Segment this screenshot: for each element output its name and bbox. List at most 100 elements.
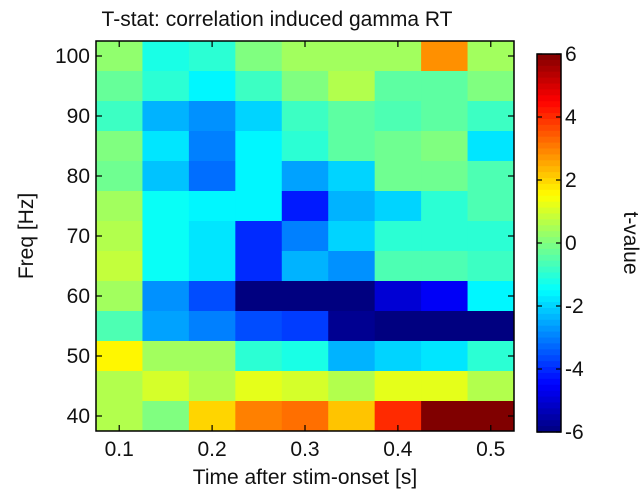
- heatmap-cell: [421, 371, 469, 402]
- y-axis-label: Freq [Hz]: [15, 193, 38, 279]
- heatmap-cell: [142, 401, 190, 432]
- heatmap-cell: [281, 101, 329, 132]
- colorbar-swatch: [537, 95, 561, 102]
- heatmap-cell: [142, 101, 190, 132]
- x-tick-label: 0.4: [383, 438, 413, 461]
- heatmap-cell: [235, 281, 283, 312]
- heatmap-cell: [142, 161, 190, 192]
- x-tick-label: 0.5: [476, 438, 505, 461]
- colorbar-swatch: [537, 378, 561, 386]
- heatmap-cell: [421, 341, 469, 372]
- heatmap-cell: [421, 311, 469, 342]
- heatmap-cell: [96, 131, 143, 162]
- heatmap-cell: [142, 221, 190, 252]
- heatmap-cell: [421, 221, 469, 252]
- colorbar-tick-label: 6: [565, 43, 577, 66]
- heatmap-cell: [142, 371, 190, 402]
- colorbar-tick-label: 0: [565, 232, 577, 255]
- heatmap-cell: [235, 101, 283, 132]
- colorbar-swatch: [537, 343, 561, 350]
- heatmap-cell: [421, 281, 469, 312]
- heatmap-cell: [188, 101, 236, 132]
- colorbar-swatch: [537, 183, 561, 191]
- heatmap-cell: [281, 221, 329, 252]
- colorbar-swatch: [537, 296, 561, 303]
- heatmap-cell: [328, 251, 376, 282]
- colorbar-tick-label: -4: [565, 358, 584, 381]
- colorbar-swatch: [537, 331, 561, 339]
- heatmap-cell: [467, 341, 515, 372]
- colorbar-swatch: [537, 266, 561, 274]
- heatmap-cell: [281, 281, 329, 312]
- heatmap-cell: [328, 341, 376, 372]
- colorbar-swatch: [537, 355, 561, 362]
- heatmap-cell: [142, 131, 190, 162]
- heatmap-cell: [188, 371, 236, 402]
- heatmap-cell: [235, 401, 283, 432]
- heatmap-cell: [188, 71, 236, 102]
- chart-title: T-stat: correlation induced gamma RT: [102, 8, 453, 31]
- heatmap-cell: [328, 191, 376, 222]
- y-tick-label: 80: [67, 165, 90, 188]
- colorbar-swatch: [537, 420, 561, 427]
- heatmap-cell: [374, 251, 422, 282]
- x-tick-label: 0.1: [105, 438, 134, 461]
- heatmap-cell: [188, 191, 236, 222]
- colorbar-swatch: [537, 201, 561, 209]
- heatmap-cell: [188, 161, 236, 192]
- x-tick-label: 0.2: [198, 438, 227, 461]
- heatmap-cells: [96, 41, 515, 432]
- colorbar-swatch: [537, 231, 561, 238]
- x-tick-label: 0.3: [290, 438, 319, 461]
- colorbar-swatch: [537, 260, 561, 268]
- colorbar-swatch: [537, 384, 561, 392]
- heatmap-cell: [328, 71, 376, 102]
- heatmap-cell: [421, 101, 469, 132]
- heatmap-cell: [96, 341, 143, 372]
- heatmap-cell: [188, 131, 236, 162]
- y-tick-label: 100: [55, 45, 90, 68]
- colorbar-swatch: [537, 402, 561, 409]
- y-tick-label: 50: [67, 345, 90, 368]
- heatmap-cell: [467, 311, 515, 342]
- colorbar-swatch: [537, 396, 561, 404]
- colorbar-swatch: [537, 302, 561, 309]
- colorbar-swatch: [537, 426, 561, 433]
- colorbar-tick-label: 4: [565, 106, 577, 129]
- heatmap-cell: [374, 101, 422, 132]
- colorbar-swatch: [537, 101, 561, 108]
- colorbar-swatch: [537, 319, 561, 327]
- heatmap-cell: [281, 341, 329, 372]
- colorbar-swatch: [537, 337, 561, 345]
- heatmap-cell: [96, 311, 143, 342]
- heatmap-cell: [188, 341, 236, 372]
- colorbar-swatch: [537, 349, 561, 356]
- colorbar-swatch: [537, 89, 561, 96]
- heatmap-cell: [235, 371, 283, 402]
- heatmap-cell: [421, 251, 469, 282]
- colorbar-swatch: [537, 248, 561, 256]
- heatmap-cell: [421, 191, 469, 222]
- colorbar-swatch: [537, 313, 561, 321]
- heatmap-cell: [328, 401, 376, 432]
- heatmap-cell: [281, 191, 329, 222]
- heatmap-cell: [421, 71, 469, 102]
- colorbar-axis: 6 4 2 0 -2 -4 -6: [537, 43, 584, 444]
- colorbar-swatch: [537, 207, 561, 215]
- heatmap-cell: [235, 191, 283, 222]
- heatmap-cell: [328, 221, 376, 252]
- heatmap-cell: [235, 311, 283, 342]
- colorbar-swatch: [537, 272, 561, 280]
- colorbar-swatch: [537, 284, 561, 291]
- heatmap-cell: [235, 41, 283, 72]
- heatmap-cell: [328, 131, 376, 162]
- colorbar-swatch: [537, 372, 561, 380]
- heatmap-cell: [421, 161, 469, 192]
- heatmap-cell: [421, 41, 469, 72]
- heatmap-cell: [421, 131, 469, 162]
- heatmap-cell: [96, 371, 143, 402]
- heatmap-cell: [374, 131, 422, 162]
- heatmap-cell: [281, 71, 329, 102]
- y-tick-label: 70: [67, 225, 90, 248]
- colorbar-swatch: [537, 83, 561, 91]
